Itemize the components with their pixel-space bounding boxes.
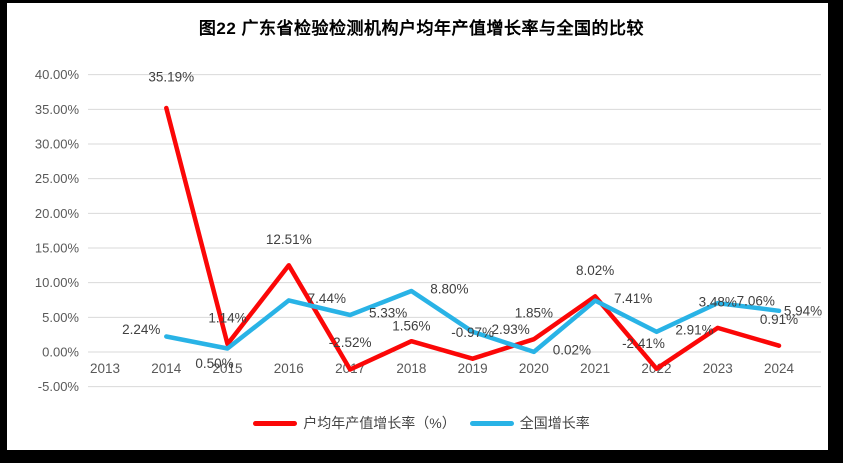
y-axis-tick-label: 20.00% [35,206,80,221]
data-label-provincial-avg-output-growth: -2.52% [329,335,372,350]
data-label-provincial-avg-output-growth: -2.41% [622,336,665,351]
x-axis-label: 2013 [90,361,120,376]
chart-title: 图22 广东省检验检测机构户均年产值增长率与全国的比较 [198,19,645,38]
x-axis-label: 2018 [396,361,426,376]
data-label-national-growth: 2.93% [491,322,529,337]
y-axis-tick-label: 0.00% [42,345,79,360]
legend-item-national: 全国增长率 [469,413,590,433]
y-axis-tick-label: 15.00% [35,241,80,256]
frame-border-right [828,0,843,463]
y-axis-tick-label: 35.00% [35,102,80,117]
data-label-provincial-avg-output-growth: 0.91% [760,312,798,327]
data-label-national-growth: 7.44% [308,291,346,306]
data-label-provincial-avg-output-growth: 12.51% [266,232,312,247]
data-label-national-growth: 2.91% [675,322,713,337]
x-axis-label: 2024 [764,361,795,376]
frame-border-top [0,0,843,3]
x-axis-label: 2016 [274,361,304,376]
legend: 户均年产值增长率（%） 全国增长率 [0,413,843,433]
data-label-provincial-avg-output-growth: -0.97% [451,325,494,340]
data-label-national-growth: 5.94% [784,303,822,318]
y-axis-tick-label: 40.00% [35,67,80,82]
series-line-provincial-avg-output-growth [164,105,782,372]
national-line-swatch-icon [469,420,514,426]
y-axis-tick-label: 10.00% [35,275,80,290]
provincial-line-swatch-icon [253,420,298,426]
data-label-provincial-avg-output-growth: 8.02% [576,263,614,278]
x-axis-label: 2021 [580,361,610,376]
data-label-provincial-avg-output-growth: 1.85% [515,306,553,321]
data-label-national-growth: 7.41% [614,291,652,306]
data-label-national-growth: 0.50% [195,356,233,371]
data-label-provincial-avg-output-growth: 35.19% [148,70,194,85]
legend-item-provincial: 户均年产值增长率（%） [253,413,456,433]
data-label-national-growth: 2.24% [122,322,160,337]
frame-border-left [0,0,7,463]
x-axis-label: 2015 [213,361,243,376]
data-label-national-growth: 8.80% [430,281,468,296]
x-axis-label: 2014 [151,361,182,376]
y-axis-tick-label: -5.00% [38,379,80,394]
y-axis-tick-label: 25.00% [35,171,80,186]
frame-border-bottom [0,450,843,463]
data-label-provincial-avg-output-growth: 1.56% [392,319,430,334]
x-axis-label: 2020 [519,361,549,376]
legend-label-provincial: 户均年产值增长率（%） [303,415,456,431]
y-axis-tick-label: 30.00% [35,137,80,152]
legend-label-national: 全国增长率 [519,415,590,431]
data-label-provincial-avg-output-growth: 3.48% [699,294,737,309]
data-label-national-growth: 7.06% [737,294,775,309]
x-axis-label: 2023 [703,361,733,376]
x-axis-label: 2019 [458,361,488,376]
series-line-national-growth [164,288,782,355]
data-label-national-growth: 5.33% [369,306,407,321]
data-label-provincial-avg-output-growth: 1.14% [208,311,246,326]
data-label-national-growth: 0.02% [553,342,591,357]
y-axis-tick-label: 5.00% [42,310,79,325]
